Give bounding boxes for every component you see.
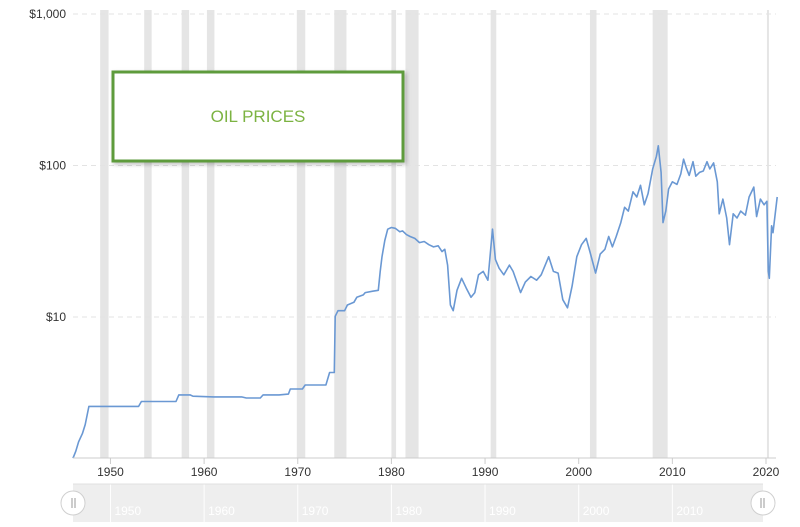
- x-tick-label: 2010: [659, 465, 686, 479]
- recession-band: [100, 10, 109, 458]
- x-tick-label: 2020: [753, 465, 780, 479]
- navigator-right-handle[interactable]: [750, 490, 776, 516]
- series-line: [72, 145, 778, 459]
- recession-band: [391, 10, 397, 458]
- navigator-tick-label: 1980: [395, 504, 422, 518]
- range-navigator[interactable]: 1950 1960 1970 1980 1990 2000 2010: [60, 483, 776, 522]
- navigator-tick-label: 2010: [676, 504, 703, 518]
- chart-title: OIL PRICES: [211, 107, 306, 126]
- x-tick-label: 1990: [472, 465, 499, 479]
- navigator-tick-label: 1950: [114, 504, 141, 518]
- gridlines: [73, 13, 776, 318]
- recession-band: [405, 10, 419, 458]
- x-tick-label: 1980: [378, 465, 405, 479]
- recession-band: [589, 10, 597, 458]
- y-tick-label: $100: [39, 159, 66, 173]
- y-tick-label: $10: [46, 310, 66, 324]
- navigator-ticks: 1950 1960 1970 1980 1990 2000 2010: [109, 484, 703, 522]
- y-axis-ticks: $1,000 $100 $10: [29, 7, 66, 324]
- x-tick-label: 1960: [191, 465, 218, 479]
- recession-band: [652, 10, 668, 458]
- navigator-left-handle[interactable]: [60, 490, 86, 516]
- navigator-tick-label: 1960: [208, 504, 235, 518]
- recession-band: [296, 10, 306, 458]
- x-tick-label: 2000: [565, 465, 592, 479]
- title-box: OIL PRICES: [111, 70, 405, 163]
- navigator-tick-label: 1970: [302, 504, 329, 518]
- x-tick-label: 1950: [97, 465, 124, 479]
- series-lines: [72, 145, 778, 459]
- recession-band: [144, 10, 152, 458]
- x-tick-label: 1970: [284, 465, 311, 479]
- x-axis-ticks: 1950 1960 1970 1980 1990 2000 2010 2020: [73, 457, 780, 479]
- navigator-track[interactable]: [73, 484, 763, 522]
- y-tick-label: $1,000: [29, 7, 66, 21]
- navigator-tick-label: 1990: [489, 504, 516, 518]
- title-box-frame: [111, 70, 405, 163]
- recession-band: [206, 10, 215, 458]
- recession-band: [181, 10, 190, 458]
- navigator-tick-label: 2000: [583, 504, 610, 518]
